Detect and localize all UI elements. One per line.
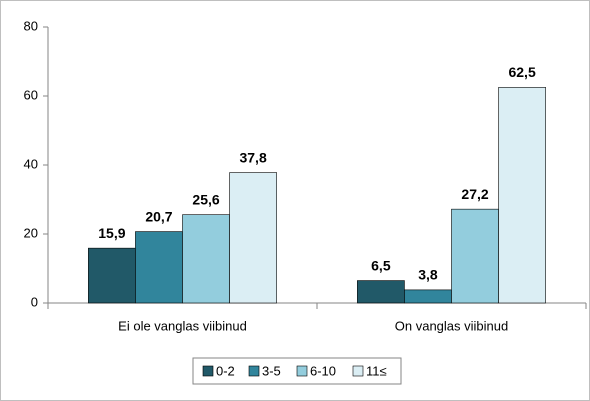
value-label: 6,5: [371, 257, 391, 273]
value-label: 3,8: [418, 267, 438, 283]
value-label: 15,9: [98, 225, 125, 241]
bar: [135, 231, 183, 304]
y-tick-label: 40: [24, 156, 38, 171]
bar: [451, 208, 499, 304]
x-tick-label: Ei ole vanglas viibinud: [118, 318, 247, 333]
legend-label: 3-5: [262, 363, 281, 378]
legend-swatch: [352, 365, 364, 377]
value-label: 25,6: [192, 191, 219, 207]
bar: [404, 289, 452, 304]
value-label: 37,8: [239, 149, 266, 165]
bar: [88, 247, 136, 304]
value-label: 62,5: [508, 64, 535, 80]
y-tick-label: 80: [24, 18, 38, 33]
legend-swatch: [202, 365, 214, 377]
y-tick-label: 0: [31, 294, 38, 309]
y-tick-label: 20: [24, 225, 38, 240]
bar: [357, 280, 405, 304]
bar: [182, 214, 230, 304]
legend-swatch: [248, 365, 260, 377]
bar: [498, 87, 546, 304]
y-tick-label: 60: [24, 87, 38, 102]
legend-label: 11≤: [366, 363, 387, 378]
legend-label: 6-10: [310, 363, 336, 378]
x-tick-label: On vanglas viibinud: [395, 318, 508, 333]
value-label: 27,2: [461, 186, 488, 202]
value-label: 20,7: [145, 208, 172, 224]
legend-swatch: [296, 365, 308, 377]
legend-label: 0-2: [216, 363, 235, 378]
bar: [229, 172, 277, 304]
